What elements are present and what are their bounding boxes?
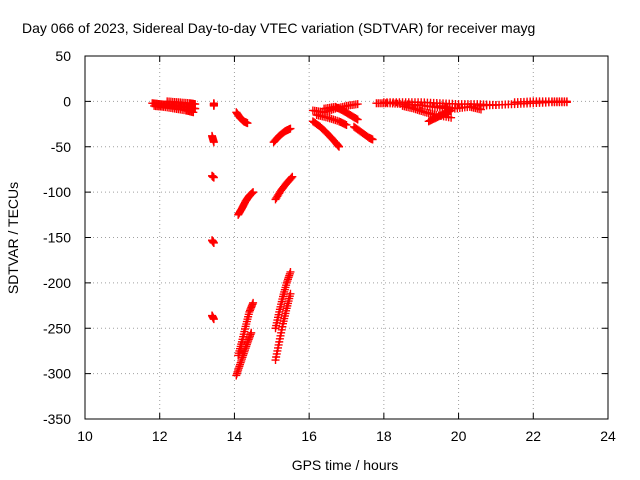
series-arc-11 (234, 298, 258, 360)
data-point (209, 173, 218, 182)
y-tick-label: -350 (43, 411, 71, 427)
series-arc-13 (269, 124, 295, 147)
data-point (335, 142, 344, 151)
series-arc-21 (320, 102, 362, 124)
x-tick-label: 10 (77, 428, 93, 444)
x-tick-label: 18 (376, 428, 392, 444)
data-point (368, 135, 377, 144)
series-arc-28 (510, 97, 571, 107)
x-tick-label: 24 (600, 428, 616, 444)
grid-lines (85, 56, 608, 419)
data-point (342, 120, 351, 129)
data-point (288, 172, 297, 181)
data-point (243, 119, 252, 128)
x-tick-label: 20 (451, 428, 467, 444)
y-axis-label: SDTVAR / TECUs (5, 182, 21, 294)
x-tick-label: 16 (301, 428, 317, 444)
series-arc-05 (208, 131, 218, 147)
series-arc-12 (232, 328, 256, 380)
chart-title: Day 066 of 2023, Sidereal Day-to-day VTE… (22, 20, 535, 36)
data-point (209, 315, 218, 324)
y-tick-label: 0 (63, 93, 71, 109)
data-point (189, 108, 198, 117)
x-tick-label: 14 (227, 428, 243, 444)
series-arc-14 (271, 172, 297, 204)
series-arc-19 (312, 110, 351, 129)
data-point (286, 124, 295, 133)
series-arc-03 (163, 97, 200, 109)
x-tick-label: 22 (525, 428, 541, 444)
series-arc-20 (349, 122, 377, 144)
axis-ticks: 10 12 14 16 18 20 22 24 50 0 -50 -100 -150 -200 -250 -3… (43, 48, 616, 444)
data-marks (148, 97, 571, 380)
y-tick-label: -150 (43, 230, 71, 246)
data-point (286, 289, 295, 298)
series-arc-02 (150, 101, 198, 117)
data-point (209, 101, 218, 110)
x-axis-label: GPS time / hours (292, 457, 399, 473)
series-arc-09 (232, 108, 252, 128)
series-arc-15 (271, 289, 295, 365)
data-point (247, 328, 256, 337)
data-point (249, 188, 258, 197)
data-point (209, 238, 218, 247)
y-tick-label: -300 (43, 366, 71, 382)
y-tick-label: 50 (55, 48, 71, 64)
data-point (352, 114, 361, 123)
series-arc-17 (308, 117, 344, 151)
series-arc-08 (208, 311, 218, 324)
data-point (249, 298, 258, 307)
data-point (286, 267, 295, 276)
y-tick-label: -250 (43, 320, 71, 336)
y-tick-label: -200 (43, 275, 71, 291)
series-arc-06 (208, 171, 218, 182)
y-tick-label: -100 (43, 184, 71, 200)
data-point (353, 115, 362, 124)
data-point (562, 97, 571, 106)
series-arc-16 (271, 267, 295, 333)
data-point (209, 138, 218, 147)
series-arc-10 (234, 188, 258, 219)
data-point (287, 173, 296, 182)
x-tick-label: 12 (152, 428, 168, 444)
series-arc-04 (209, 99, 218, 110)
series-arc-07 (208, 236, 218, 247)
data-point (447, 113, 456, 122)
y-tick-label: -50 (51, 139, 71, 155)
data-point (353, 100, 362, 109)
data-point (191, 100, 200, 109)
